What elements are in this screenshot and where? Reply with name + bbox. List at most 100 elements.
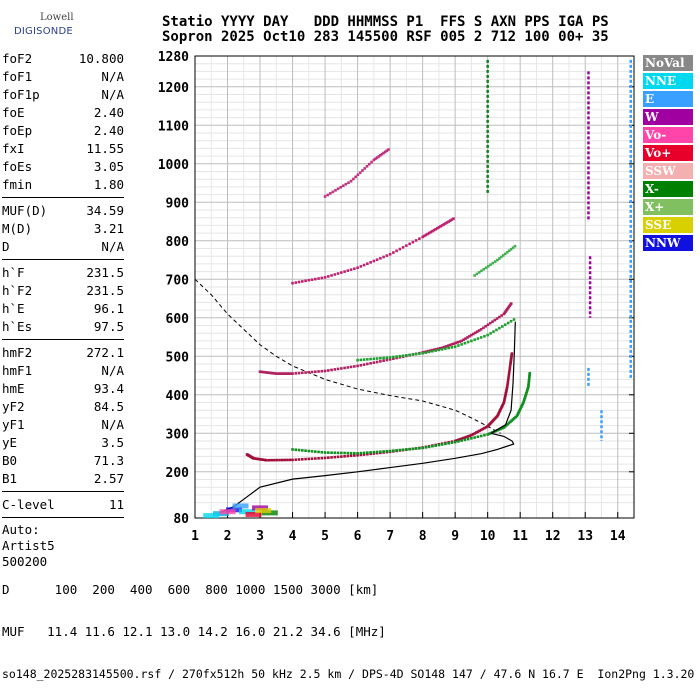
- echo-point: [327, 456, 330, 459]
- echo-point: [361, 169, 364, 172]
- echo-point: [440, 346, 444, 350]
- echo-point: [283, 458, 287, 462]
- echo-point: [457, 440, 460, 443]
- param-value: 2.57: [93, 471, 124, 486]
- echo-point: [455, 439, 459, 442]
- param-value: 96.1: [93, 301, 124, 316]
- echo-point: [382, 356, 385, 360]
- echo-point: [501, 403, 504, 407]
- echo-point: [372, 450, 376, 454]
- echo-point: [334, 189, 337, 192]
- echo-point: [460, 439, 463, 442]
- echo-point: [432, 228, 436, 232]
- ground-clutter: [245, 511, 262, 517]
- echo-point: [501, 402, 505, 406]
- echo-point: [349, 454, 353, 458]
- echo-point: [346, 269, 350, 272]
- echo-point: [356, 358, 359, 362]
- echo-point: [506, 321, 510, 325]
- x-tick-label: 5: [321, 529, 329, 544]
- echo-point: [503, 323, 507, 327]
- echo-point: [327, 275, 330, 278]
- echo-point: [340, 271, 343, 274]
- echo-point: [369, 357, 372, 361]
- echo-point: [333, 368, 337, 371]
- param-row-fof2: foF2 10.800: [2, 50, 124, 68]
- echo-point: [476, 435, 480, 439]
- echo-point: [505, 387, 509, 390]
- echo-point: [463, 436, 467, 439]
- echo-point: [507, 374, 511, 377]
- echo-point: [499, 407, 502, 411]
- echo-point: [458, 437, 462, 441]
- echo-point: [507, 421, 511, 425]
- echo-point: [401, 448, 405, 452]
- echo-point: [527, 384, 530, 387]
- echo-point: [460, 343, 463, 346]
- echo-point: [349, 365, 353, 369]
- echo-point: [375, 357, 379, 360]
- echo-point: [427, 231, 431, 235]
- legend-item-w: W: [643, 109, 693, 125]
- echo-point: [283, 372, 286, 375]
- echo-point: [460, 437, 463, 440]
- echo-point: [288, 458, 292, 462]
- echo-point: [273, 458, 276, 462]
- echo-point: [286, 372, 289, 375]
- echo-point: [501, 254, 505, 257]
- echo-point: [508, 365, 512, 368]
- echo-point: [276, 372, 280, 375]
- echo-point: [359, 453, 363, 457]
- echo-point: [330, 456, 333, 459]
- echo-point: [369, 451, 372, 454]
- x-tick-label: 12: [545, 529, 561, 544]
- echo-point: [382, 450, 385, 453]
- echo-point: [461, 436, 465, 440]
- echo-point: [331, 190, 335, 194]
- param-separator: [2, 336, 124, 340]
- param-key: D: [2, 239, 10, 254]
- echo-point: [418, 352, 421, 355]
- param-key: foF1p: [2, 87, 40, 102]
- echo-point: [444, 442, 447, 446]
- echo-point: [392, 357, 395, 360]
- echo-point: [340, 367, 343, 370]
- echo-point: [362, 451, 366, 455]
- header-line1: Statio YYYY DAY DDD HHMMSS P1 FFS S AXN …: [162, 14, 609, 30]
- echo-point: [328, 192, 332, 195]
- echo-point: [526, 388, 529, 392]
- echo-point: [356, 452, 359, 455]
- legend: NoVal NNE E W Vo- Vo+ SSW X- X+ SSE NNW: [643, 55, 693, 253]
- echo-point: [414, 239, 418, 242]
- echo-point: [448, 343, 452, 347]
- param-row-fof1p: foF1p N/A: [2, 86, 124, 104]
- echo-point: [501, 426, 504, 430]
- echo-point: [505, 423, 508, 427]
- y-tick-label: 1200: [158, 81, 189, 96]
- echo-point: [434, 347, 438, 351]
- param-value: 1.80: [93, 177, 124, 192]
- logo-line1: Lowell: [40, 12, 74, 23]
- param-row-foep: foEp 2.40: [2, 122, 124, 140]
- echo-point: [273, 372, 276, 375]
- echo-point: [291, 448, 294, 451]
- echo-point: [502, 401, 506, 404]
- echo-point: [346, 454, 350, 458]
- echo-point: [505, 388, 508, 392]
- echo-point: [466, 435, 470, 438]
- param-key: fxI: [2, 141, 25, 156]
- echo-point: [379, 450, 382, 454]
- echo-point: [278, 372, 281, 375]
- echo-point: [333, 273, 337, 276]
- echo-point: [254, 457, 258, 461]
- param-value: N/A: [101, 363, 124, 378]
- echo-point: [414, 447, 418, 450]
- echo-point: [447, 442, 450, 445]
- echo-point: [261, 370, 265, 374]
- echo-point: [422, 234, 426, 238]
- echo-point: [517, 410, 521, 414]
- echo-point: [265, 458, 268, 462]
- auto-line: Auto:: [2, 522, 40, 537]
- echo-point: [483, 433, 486, 437]
- echo-point: [392, 251, 395, 254]
